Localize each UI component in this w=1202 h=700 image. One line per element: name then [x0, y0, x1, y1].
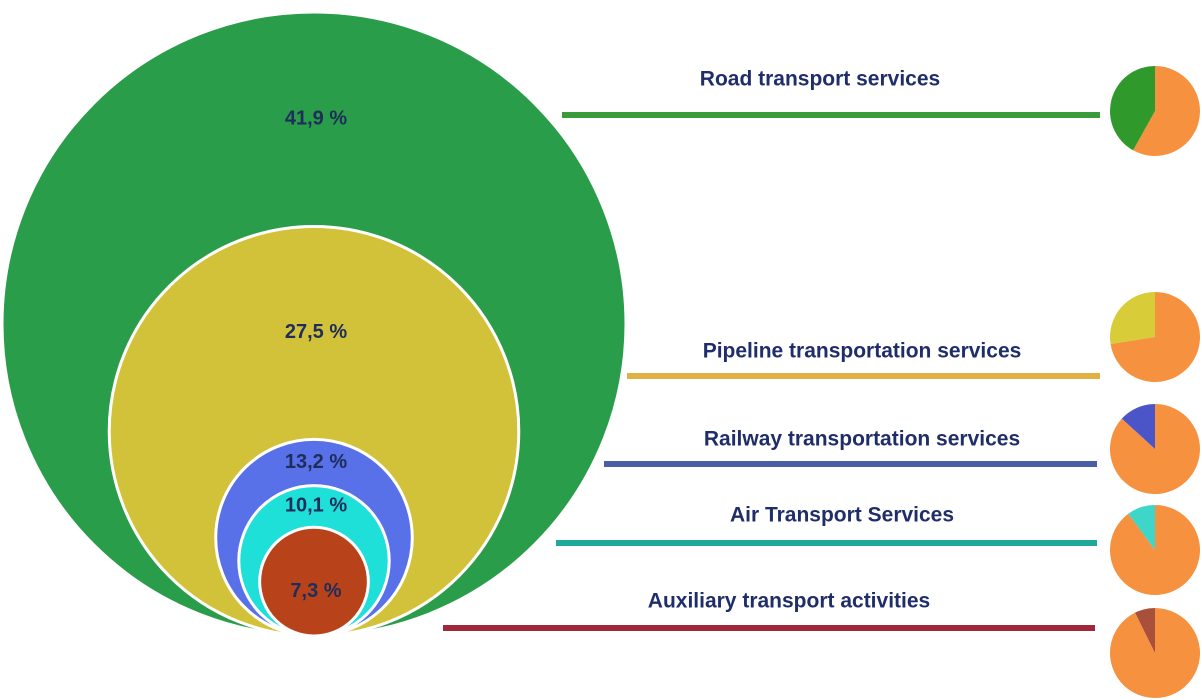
legend-label: Air Transport Services: [730, 504, 954, 527]
circle: [258, 525, 370, 638]
pie-slice: [1135, 608, 1155, 653]
value-label: 10,1 %: [285, 495, 347, 517]
legend-label: Pipeline transportation services: [703, 340, 1022, 363]
value-label: 41,9 %: [285, 108, 347, 130]
pie-slice: [1128, 505, 1155, 550]
pie-rest: [1133, 66, 1200, 156]
value-label: 27,5 %: [285, 321, 347, 343]
pie-rest: [1110, 505, 1201, 595]
pie-slice: [1109, 66, 1155, 151]
value-label: 13,2 %: [285, 451, 347, 473]
legend-label: Road transport services: [700, 68, 940, 91]
pie-rest: [1110, 292, 1201, 383]
pie-slice: [1110, 292, 1155, 345]
value-label: 7,3 %: [290, 580, 341, 602]
legend-label: Railway transportation services: [704, 428, 1020, 451]
pie-slice: [1121, 404, 1155, 449]
legend-label: Auxiliary transport activities: [648, 590, 930, 613]
